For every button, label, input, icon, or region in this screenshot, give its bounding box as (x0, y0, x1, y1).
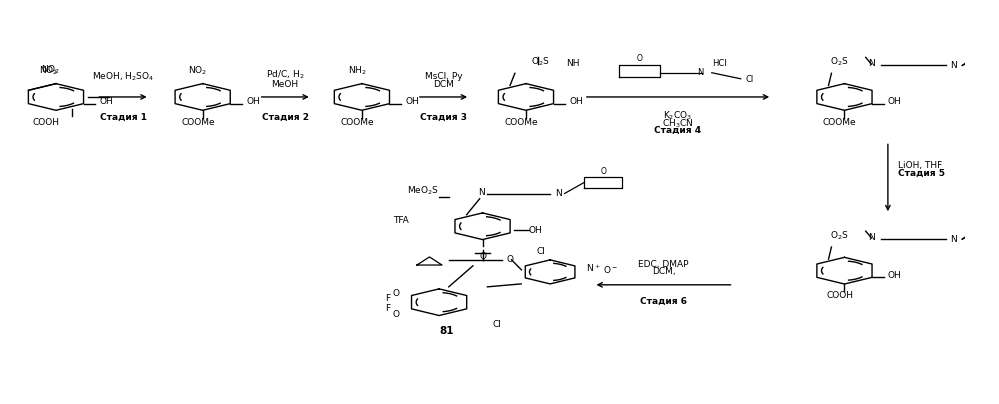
Text: OH: OH (888, 271, 902, 280)
Text: Cl: Cl (493, 320, 501, 329)
Text: N: N (554, 189, 561, 198)
Text: LiOH, THF: LiOH, THF (897, 161, 942, 170)
Text: N: N (697, 68, 703, 77)
Text: OH: OH (246, 97, 260, 106)
Text: MsCl, Py: MsCl, Py (425, 72, 463, 81)
Text: Стадия 2: Стадия 2 (262, 113, 309, 122)
Text: F: F (385, 304, 390, 313)
Text: COOH: COOH (826, 291, 853, 300)
Text: OH: OH (569, 97, 583, 106)
Text: O: O (393, 289, 400, 298)
Text: 81: 81 (440, 326, 455, 336)
Text: Стадия 1: Стадия 1 (100, 113, 147, 122)
Text: Cl: Cl (536, 247, 544, 256)
Text: O$_2$S: O$_2$S (830, 56, 849, 68)
Text: TFA: TFA (393, 216, 409, 225)
Text: MeOH, H$_2$SO$_4$: MeOH, H$_2$SO$_4$ (92, 70, 154, 83)
Text: N: N (868, 233, 875, 242)
Text: DCM: DCM (433, 80, 454, 89)
Text: DCM,: DCM, (651, 267, 675, 276)
Text: O: O (600, 167, 606, 176)
Text: EDC, DMAP: EDC, DMAP (638, 260, 688, 269)
Text: COOMe: COOMe (181, 118, 215, 126)
Text: CH$_3$CN: CH$_3$CN (662, 117, 693, 130)
Text: Стадия 4: Стадия 4 (654, 126, 701, 135)
Text: F: F (385, 295, 390, 303)
Text: COOMe: COOMe (504, 118, 538, 126)
Text: COOMe: COOMe (823, 118, 856, 126)
Text: Cl: Cl (745, 75, 754, 84)
Text: OH: OH (528, 226, 542, 235)
Text: NH$_2$: NH$_2$ (348, 65, 367, 77)
Text: OH: OH (888, 97, 902, 106)
Text: O: O (393, 310, 400, 319)
Text: MeO$_2$S: MeO$_2$S (408, 184, 440, 197)
Text: O$_2$S: O$_2$S (530, 56, 549, 68)
Text: O: O (636, 55, 642, 63)
Text: K$_2$CO$_3$: K$_2$CO$_3$ (663, 109, 692, 122)
Text: N: N (868, 59, 875, 68)
Text: HCl: HCl (711, 59, 726, 68)
Text: NO$_2$: NO$_2$ (42, 64, 61, 76)
Text: NO$_2$: NO$_2$ (39, 65, 58, 77)
Text: O: O (480, 252, 487, 261)
Text: N: N (478, 188, 485, 197)
Text: Pd/C, H$_2$: Pd/C, H$_2$ (266, 68, 305, 81)
Text: COOMe: COOMe (341, 118, 374, 126)
Text: NH: NH (566, 59, 580, 68)
Text: NO$_2$: NO$_2$ (188, 65, 208, 77)
Text: O$_2$S: O$_2$S (830, 229, 849, 242)
Text: O$^-$: O$^-$ (602, 264, 618, 276)
Text: OH: OH (100, 97, 113, 106)
Text: N: N (951, 235, 957, 244)
Text: COOH: COOH (33, 118, 60, 126)
Text: MeOH: MeOH (272, 80, 299, 89)
Text: N$^+$: N$^+$ (586, 262, 601, 274)
Text: Стадия 6: Стадия 6 (640, 297, 687, 306)
Text: OH: OH (406, 97, 420, 106)
Text: N: N (951, 61, 957, 70)
Text: O: O (506, 255, 513, 264)
Text: Стадия 3: Стадия 3 (420, 113, 467, 122)
Text: Стадия 5: Стадия 5 (897, 169, 944, 178)
